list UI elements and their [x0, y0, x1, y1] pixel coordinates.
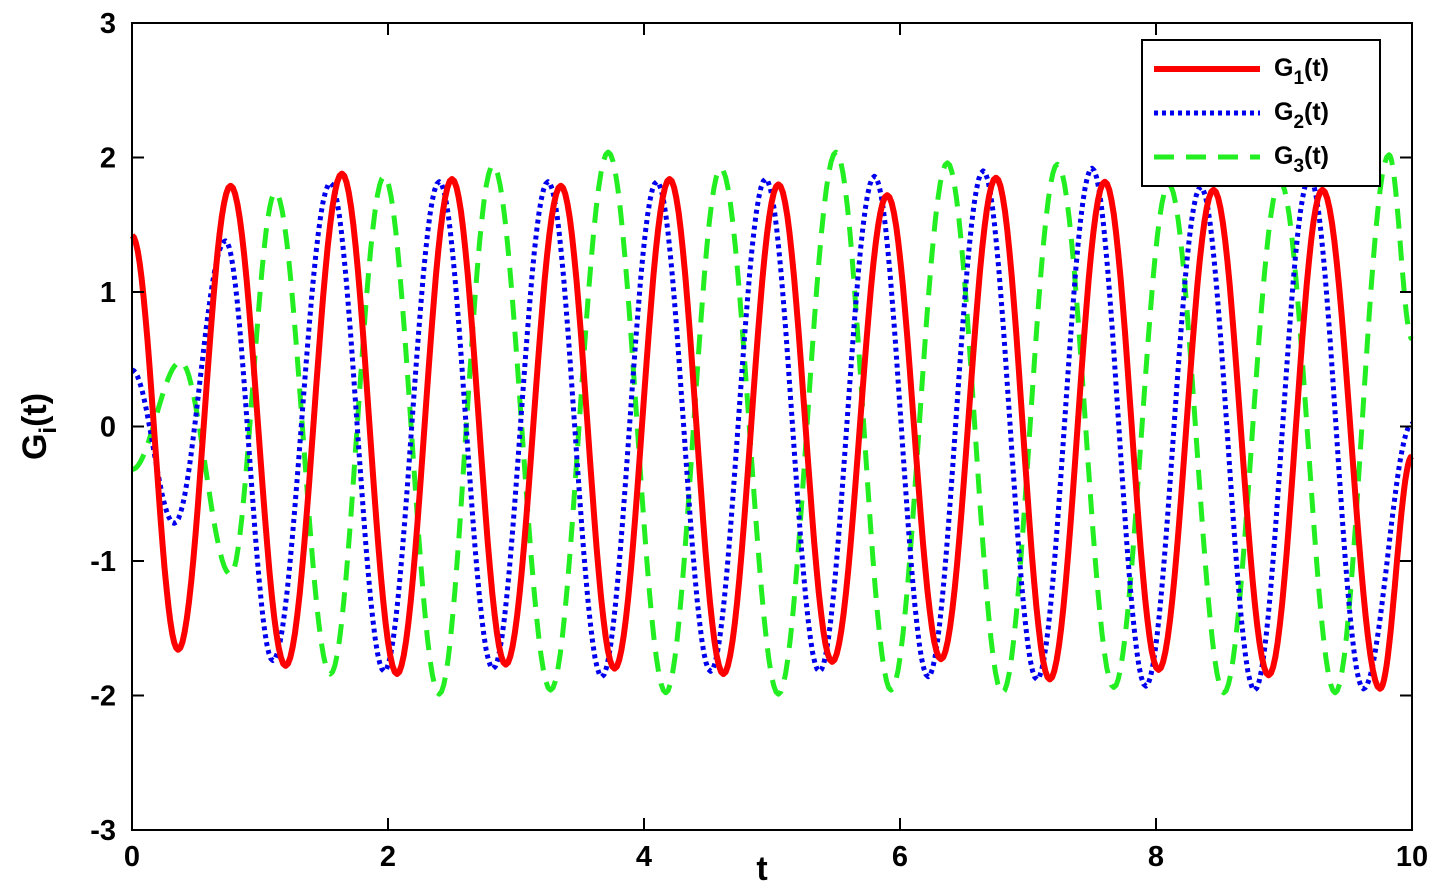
y-tick-label: 3	[100, 8, 116, 40]
y-axis-label-tail: (t)	[16, 393, 54, 427]
series-line-g3	[131, 149, 1414, 697]
legend-label-g2: G2(t)	[1274, 98, 1329, 133]
x-tick-label: 4	[636, 841, 652, 873]
series-layer	[129, 149, 1414, 697]
x-axis-label: t	[756, 850, 767, 888]
series-line-g2	[131, 165, 1414, 693]
series-line-g1	[129, 170, 1414, 692]
legend-label-g3: G3(t)	[1274, 142, 1329, 177]
legend: G1(t) G2(t) G3(t)	[1141, 39, 1381, 187]
x-tick-label: 2	[380, 841, 396, 873]
y-axis-label-subscript: i	[35, 427, 62, 434]
x-tick-label: 6	[892, 841, 908, 873]
x-tick-label: 10	[1396, 841, 1428, 873]
y-axis-label-base: G	[16, 434, 54, 460]
y-tick-label: 2	[100, 143, 116, 175]
tick-layer: 0 2 4 6 8 10 -3 -2 -1 0 1 2 3	[90, 8, 1428, 873]
legend-box	[1141, 39, 1381, 187]
legend-label-g1: G1(t)	[1274, 54, 1329, 89]
y-tick-label: 1	[100, 277, 116, 309]
x-tick-label: 8	[1148, 841, 1164, 873]
y-axis-label: Gi(t)	[16, 393, 62, 460]
y-tick-label: 0	[100, 412, 116, 444]
y-tick-label: -2	[90, 681, 116, 713]
y-tick-label: -1	[90, 546, 116, 578]
y-tick-label: -3	[90, 815, 116, 847]
x-tick-label: 0	[124, 841, 140, 873]
